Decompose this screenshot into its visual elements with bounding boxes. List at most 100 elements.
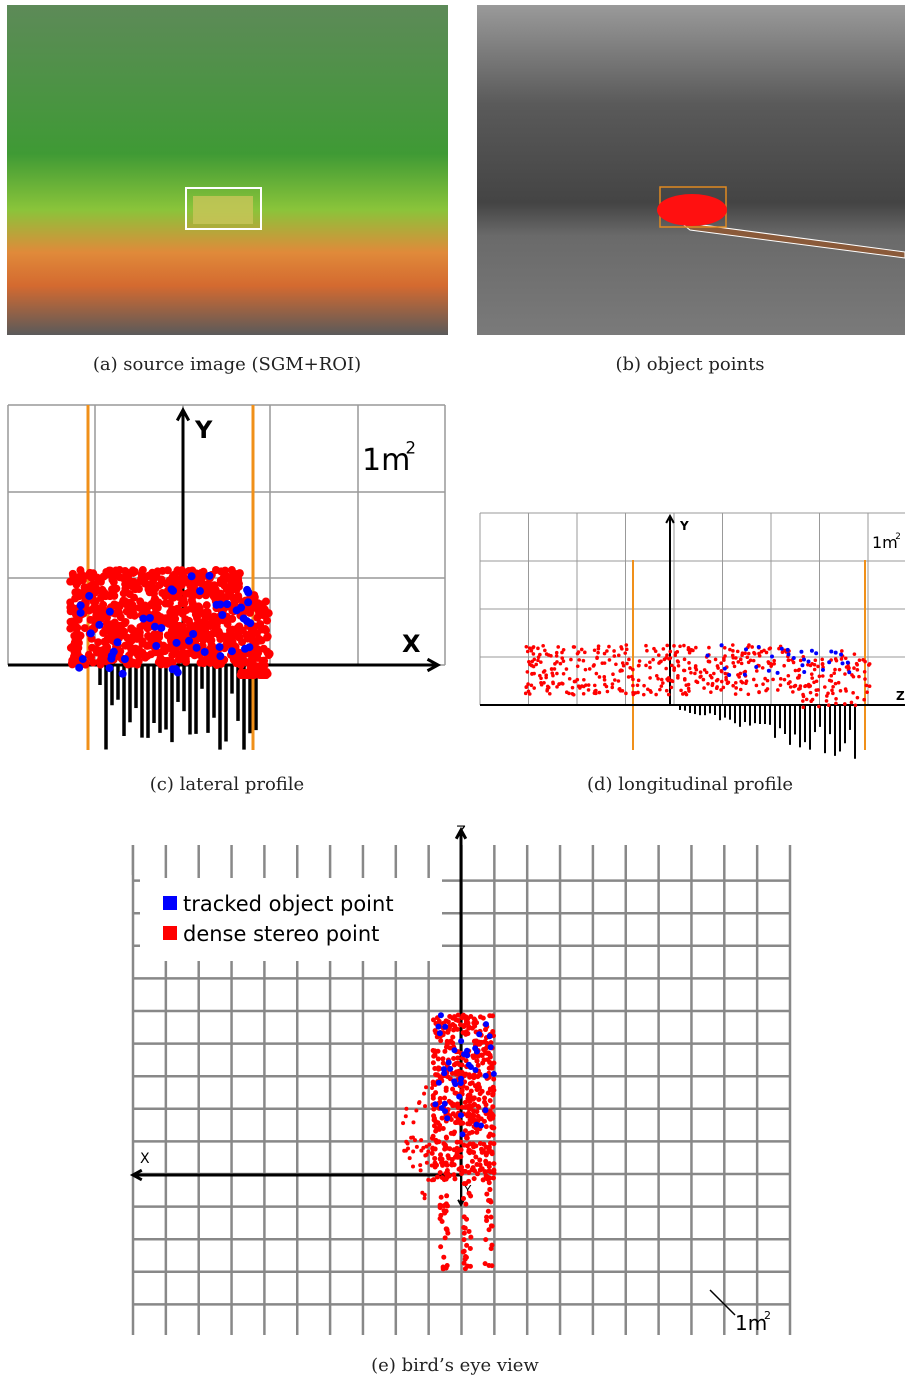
point xyxy=(689,670,693,675)
point xyxy=(483,1158,489,1164)
point xyxy=(463,1254,469,1260)
point xyxy=(448,1038,454,1044)
point xyxy=(216,591,225,600)
point xyxy=(474,1058,480,1064)
point xyxy=(246,619,255,628)
point xyxy=(101,643,110,652)
point xyxy=(483,1175,489,1181)
point xyxy=(806,663,810,667)
point xyxy=(763,676,767,681)
point xyxy=(432,1164,438,1170)
point xyxy=(476,1084,482,1090)
point xyxy=(852,652,857,656)
point xyxy=(807,684,811,689)
point xyxy=(71,588,80,597)
point xyxy=(564,690,569,694)
point xyxy=(230,656,239,665)
point xyxy=(455,1117,461,1123)
point xyxy=(476,1104,482,1110)
point xyxy=(258,656,267,665)
point xyxy=(206,622,215,631)
point xyxy=(471,1072,477,1078)
axis-arrow xyxy=(175,406,191,422)
point xyxy=(826,703,831,708)
point xyxy=(862,669,867,674)
point xyxy=(205,571,214,580)
point xyxy=(785,647,790,652)
point xyxy=(128,601,137,610)
point xyxy=(424,1144,429,1149)
point xyxy=(461,1230,467,1236)
point xyxy=(206,658,215,667)
scale-pointer xyxy=(709,1289,736,1316)
point xyxy=(664,666,668,671)
point xyxy=(437,1095,443,1101)
point xyxy=(843,672,847,676)
point xyxy=(457,1075,464,1082)
point xyxy=(220,581,229,590)
point xyxy=(453,1017,459,1023)
point xyxy=(423,1104,428,1109)
point xyxy=(583,650,587,655)
point xyxy=(544,652,549,656)
point xyxy=(698,670,703,674)
point xyxy=(678,644,682,649)
point xyxy=(255,600,264,609)
point xyxy=(437,1216,443,1222)
point xyxy=(432,1160,438,1166)
point xyxy=(417,1101,422,1106)
point xyxy=(782,663,786,668)
point xyxy=(441,1203,447,1209)
point xyxy=(648,676,652,680)
axis-arrow xyxy=(457,1199,465,1208)
point xyxy=(840,649,844,653)
point xyxy=(438,1038,444,1044)
point xyxy=(596,644,601,648)
point xyxy=(427,1142,432,1147)
point xyxy=(455,1012,461,1018)
point xyxy=(134,645,143,654)
point xyxy=(788,685,793,689)
point xyxy=(573,679,578,684)
axis-label: Y xyxy=(679,519,689,533)
point xyxy=(107,654,116,663)
point xyxy=(407,1156,412,1161)
point xyxy=(820,674,825,678)
point xyxy=(404,1106,409,1111)
point xyxy=(659,677,664,682)
point xyxy=(118,598,127,607)
point xyxy=(670,679,675,684)
point xyxy=(487,1169,493,1175)
point xyxy=(129,580,138,589)
point xyxy=(84,650,93,659)
point xyxy=(101,625,110,634)
point xyxy=(485,1208,491,1214)
point xyxy=(583,667,588,672)
point xyxy=(108,632,117,641)
point xyxy=(235,569,244,578)
point xyxy=(424,1085,429,1090)
point xyxy=(857,674,861,679)
point xyxy=(121,580,130,589)
point xyxy=(463,1058,469,1064)
point xyxy=(144,641,153,650)
point xyxy=(719,679,724,684)
point xyxy=(412,1138,417,1143)
point xyxy=(851,691,855,695)
point xyxy=(641,692,646,697)
source-image xyxy=(7,5,448,335)
point xyxy=(410,1164,415,1169)
point xyxy=(824,699,829,703)
point xyxy=(541,643,545,648)
point xyxy=(642,683,646,688)
point xyxy=(476,1031,483,1038)
point xyxy=(235,633,244,642)
point xyxy=(77,569,86,578)
point xyxy=(217,659,226,668)
point xyxy=(437,1170,443,1176)
point xyxy=(812,662,817,667)
point xyxy=(462,1168,468,1174)
point xyxy=(849,700,854,705)
point xyxy=(867,684,872,689)
point xyxy=(94,638,103,647)
